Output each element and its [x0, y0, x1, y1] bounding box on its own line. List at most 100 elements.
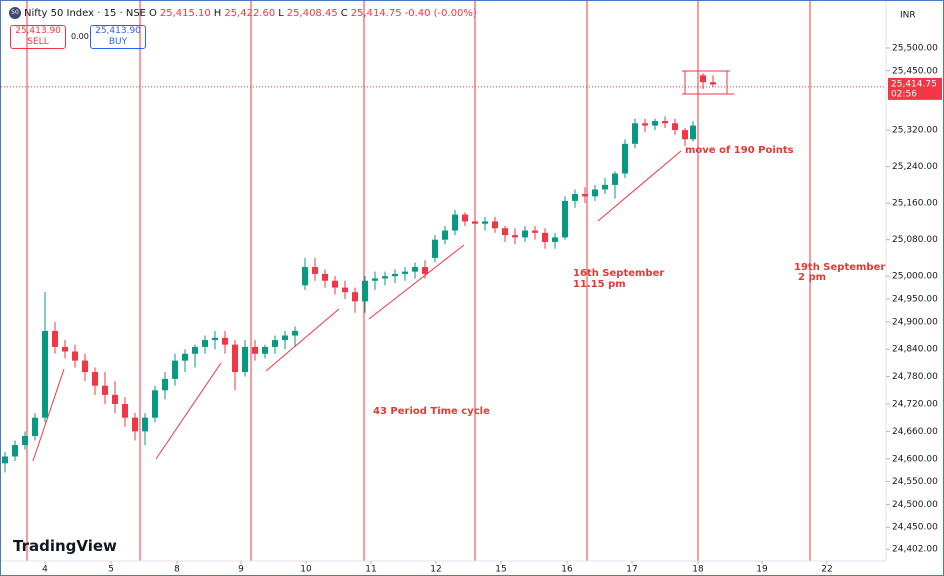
sell-label: SELL [27, 37, 49, 47]
candle-body [422, 267, 428, 274]
candle-body [632, 123, 638, 144]
y-tick-label: 25,450.00 [892, 66, 938, 76]
y-tick-label: 24,500.00 [892, 500, 938, 510]
sell-button[interactable]: 25,413.90 SELL [10, 25, 66, 49]
candle-body [282, 335, 288, 341]
candle-body [112, 394, 118, 404]
trend-lines [32, 70, 734, 462]
candle-body [382, 276, 388, 279]
l-label: L [278, 7, 284, 19]
low: 25,408.45 [286, 7, 338, 19]
currency: INR [900, 11, 916, 21]
y-tick-label: 24,550.00 [892, 477, 938, 487]
candle-body [700, 75, 706, 83]
symbol-logo: 50 [9, 7, 21, 19]
candle-body [502, 228, 508, 236]
y-tick-label: 24,402.00 [892, 545, 938, 555]
countdown: 02:56 [891, 89, 917, 99]
candle-body [412, 267, 418, 272]
candle-body [492, 221, 498, 229]
candle-body [690, 125, 696, 140]
candle-body [622, 143, 628, 174]
candle-body [362, 280, 368, 302]
y-tick-label: 24,950.00 [892, 295, 938, 305]
annotation: 2 pm [798, 272, 826, 283]
candle-body [552, 237, 558, 242]
candle-body [602, 184, 608, 190]
candle-body [272, 340, 278, 347]
y-tick-label: 24,780.00 [892, 372, 938, 382]
candle-body [212, 337, 218, 341]
candle-body [532, 230, 538, 233]
buy-price: 25,413.90 [95, 26, 141, 36]
sell-price: 25,413.90 [15, 26, 61, 36]
buy-button[interactable]: 25,413.90 BUY [90, 25, 146, 49]
close: 25,414.75 [350, 7, 402, 19]
y-tick-label: 24,720.00 [892, 399, 938, 409]
candle-body [322, 273, 328, 281]
change: -0.40 (-0.00%) [404, 7, 477, 19]
candle-body [42, 330, 48, 418]
y-tick-label: 25,320.00 [892, 126, 938, 136]
y-tick-label: 25,500.00 [892, 43, 938, 53]
annotation: 43 Period Time cycle [373, 406, 490, 417]
candle-body [192, 346, 198, 354]
candle-body [442, 230, 448, 240]
y-tick-label: 25,240.00 [892, 162, 938, 172]
candle-body [352, 292, 358, 302]
candle-body [372, 278, 378, 281]
x-tick-label: 15 [495, 565, 506, 575]
x-tick-label: 5 [108, 565, 114, 575]
annotation: 11.15 pm [573, 279, 626, 290]
y-tick-label: 25,080.00 [892, 235, 938, 245]
candle-body [62, 346, 68, 352]
o-label: O [149, 7, 157, 19]
candle-body [542, 232, 548, 242]
x-tick-label: 16 [561, 565, 573, 575]
candle-body [12, 445, 18, 457]
candle-body [482, 221, 488, 224]
annotation: 19th September [794, 262, 885, 273]
spread: 0.00 [71, 32, 89, 41]
candle-body [342, 287, 348, 293]
candle-body [72, 351, 78, 361]
candle-body [162, 378, 168, 391]
candle-body [452, 214, 458, 231]
x-tick-label: 17 [626, 565, 637, 575]
x-tick-label: 11 [365, 565, 376, 575]
last-price-tag [888, 77, 942, 100]
candle-body [512, 235, 518, 238]
candle-body [242, 346, 248, 373]
y-tick-label: 24,840.00 [892, 345, 938, 355]
y-tick-label: 25,160.00 [892, 199, 938, 209]
candle-body [682, 130, 688, 140]
last-price-label: 25,414.75 [891, 79, 937, 89]
c-label: C [340, 7, 348, 19]
candle-body [32, 417, 38, 436]
high: 25,422.60 [224, 7, 276, 19]
candle-body [92, 372, 98, 386]
candle-body [142, 417, 148, 432]
buy-label: BUY [108, 37, 128, 47]
x-tick-label: 18 [692, 565, 704, 575]
candle-body [172, 360, 178, 379]
candle-body [472, 221, 478, 224]
candle-body [252, 346, 258, 354]
candle-body [52, 330, 58, 347]
candle-body [202, 340, 208, 347]
candle-body [672, 123, 678, 131]
candle-body [232, 344, 238, 373]
candle-body [2, 456, 8, 464]
candle-body [522, 230, 528, 238]
candle-body [132, 417, 138, 432]
candle-body [432, 239, 438, 258]
annotation: 16th September [573, 268, 664, 279]
x-tick-label: 22 [821, 565, 832, 575]
y-tick-label: 25,000.00 [892, 272, 938, 282]
candle-body [392, 273, 398, 277]
candle-body [710, 82, 716, 85]
candle-body [572, 194, 578, 201]
h-label: H [213, 7, 222, 19]
candle-body [612, 173, 618, 185]
